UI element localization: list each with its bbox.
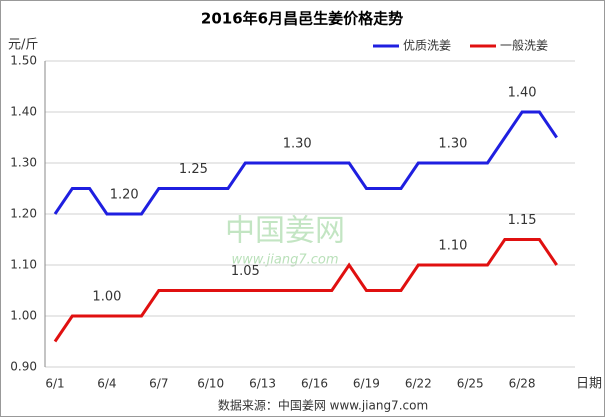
y-tick-label: 0.90	[10, 360, 37, 374]
data-label: 1.40	[508, 86, 537, 101]
x-axis-label: 日期	[576, 377, 602, 392]
legend-label: 优质洗姜	[403, 39, 451, 53]
data-label: 1.05	[231, 264, 260, 279]
x-tick-label: 6/28	[509, 377, 536, 391]
line	[53, 110, 558, 216]
x-tick-label: 6/1	[45, 377, 64, 391]
x-tick-label: 6/16	[301, 377, 328, 391]
y-tick-label: 1.00	[10, 309, 37, 323]
x-tick-label: 6/22	[405, 377, 432, 391]
x-tick-label: 6/19	[353, 377, 380, 391]
line	[53, 238, 558, 343]
x-tick-label: 6/4	[97, 377, 116, 391]
x-tick-label: 6/10	[197, 377, 224, 391]
data-label: 1.30	[283, 137, 312, 152]
source: 数据来源：中国姜网 www.jiang7.com	[218, 398, 428, 413]
x-tick-label: 6/13	[249, 377, 276, 391]
x-tick-label: 6/25	[457, 377, 484, 391]
y-tick-label: 1.30	[10, 156, 37, 170]
watermark: 中国姜网	[225, 214, 345, 249]
y-tick-label: 1.50	[10, 54, 37, 68]
x-tick-label: 6/7	[149, 377, 168, 391]
y-tick-label: 1.20	[10, 207, 37, 221]
y-axis-label: 元/斤	[8, 38, 38, 53]
data-label: 1.30	[438, 137, 467, 152]
y-tick-label: 1.40	[10, 105, 37, 119]
data-label: 1.10	[438, 239, 467, 254]
legend-label: 一般洗姜	[500, 38, 548, 53]
watermark: www.jiang7.com	[231, 253, 338, 268]
data-label: 1.20	[110, 188, 139, 203]
data-label: 1.25	[179, 162, 208, 177]
data-label: 1.15	[508, 213, 537, 228]
y-tick-label: 1.10	[10, 258, 37, 272]
data-label: 1.00	[92, 290, 121, 305]
chart-title: 2016年6月昌邑生姜价格走势	[201, 10, 403, 28]
